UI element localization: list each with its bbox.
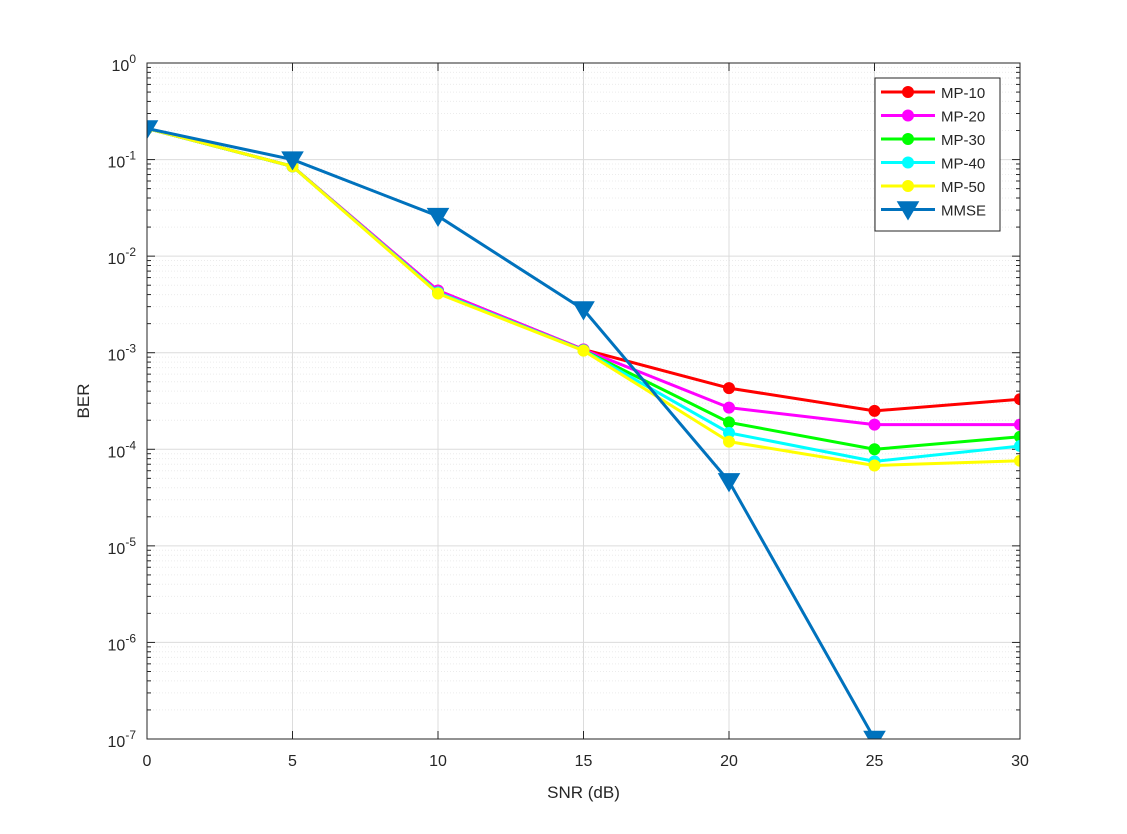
- legend-marker-mp-20: [902, 109, 914, 122]
- x-tick-label: 30: [1011, 753, 1029, 770]
- data-point-mmse: [281, 151, 304, 171]
- legend-marker-mp-40: [902, 156, 914, 169]
- data-point-mmse: [717, 473, 741, 493]
- legend-label-mp-10: MP-10: [941, 85, 985, 102]
- y-tick-label: 10-3: [108, 342, 137, 365]
- x-tick-label: 25: [866, 753, 884, 770]
- data-point-mp-50: [432, 287, 444, 300]
- data-point-mp-10: [723, 382, 735, 395]
- data-point-mp-30: [1014, 430, 1020, 443]
- legend-label-mp-30: MP-30: [941, 132, 985, 149]
- legend-entry-mp-40: MP-40: [881, 156, 985, 173]
- data-point-mp-20: [868, 418, 881, 431]
- legend-entry-mp-20: MP-20: [881, 109, 985, 126]
- y-tick-label: 100: [112, 52, 137, 75]
- legend: MP-10 MP-20 MP-30 MP-40 MP-50 MMSE: [874, 77, 1001, 232]
- data-point-mp-20: [1014, 418, 1020, 431]
- legend-label-mp-40: MP-40: [941, 156, 985, 173]
- y-axis-ticks: 100 10-1 10-2 10-3 10-4 10-5 10-6 10-7: [108, 52, 1020, 751]
- x-tick-label: 5: [288, 753, 297, 770]
- data-point-mp-20: [723, 401, 735, 414]
- x-tick-label: 20: [720, 753, 738, 770]
- y-axis-label: BER: [74, 384, 93, 419]
- y-tick-label: 10-6: [108, 631, 137, 654]
- x-axis-label: SNR (dB): [547, 783, 620, 802]
- y-tick-label: 10-1: [108, 149, 137, 172]
- y-tick-label: 10-7: [108, 728, 137, 751]
- y-tick-label: 10-4: [108, 438, 137, 461]
- data-point-mp-40: [1014, 440, 1020, 453]
- x-tick-label: 0: [143, 753, 152, 770]
- legend-label-mmse: MMSE: [941, 203, 986, 220]
- data-point-mp-50: [868, 459, 881, 472]
- data-point-mmse: [572, 301, 595, 321]
- data-point-mp-30: [723, 416, 735, 429]
- legend-entry-mmse: MMSE: [881, 201, 986, 221]
- y-tick-label: 10-5: [108, 535, 137, 558]
- data-point-mp-50: [1014, 454, 1020, 467]
- series-line-mmse: [147, 126, 876, 739]
- legend-entry-mp-30: MP-30: [881, 132, 985, 149]
- data-point-mp-30: [868, 443, 881, 456]
- legend-marker-mp-50: [902, 180, 914, 192]
- series-layer: [147, 120, 1020, 739]
- data-point-mp-10: [868, 404, 881, 417]
- x-tick-label: 10: [429, 753, 447, 770]
- legend-entry-mp-50: MP-50: [881, 179, 985, 196]
- legend-entry-mp-10: MP-10: [881, 85, 985, 102]
- legend-marker-mp-30: [902, 133, 914, 145]
- legend-marker-mp-10: [902, 86, 914, 98]
- y-tick-label: 10-2: [108, 245, 137, 268]
- data-point-mp-50: [723, 435, 735, 448]
- series-mmse: [147, 120, 886, 739]
- legend-label-mp-50: MP-50: [941, 179, 985, 196]
- data-point-mmse: [426, 207, 450, 228]
- data-point-mmse: [147, 120, 159, 140]
- data-point-mp-50: [577, 344, 590, 357]
- data-point-mmse: [863, 730, 886, 739]
- data-point-mp-10: [1014, 393, 1020, 406]
- legend-marker-mmse: [896, 201, 920, 221]
- x-tick-label: 15: [575, 753, 593, 770]
- legend-box: [874, 77, 1001, 232]
- legend-label-mp-20: MP-20: [941, 109, 985, 126]
- plot-area-frame: [146, 62, 1021, 740]
